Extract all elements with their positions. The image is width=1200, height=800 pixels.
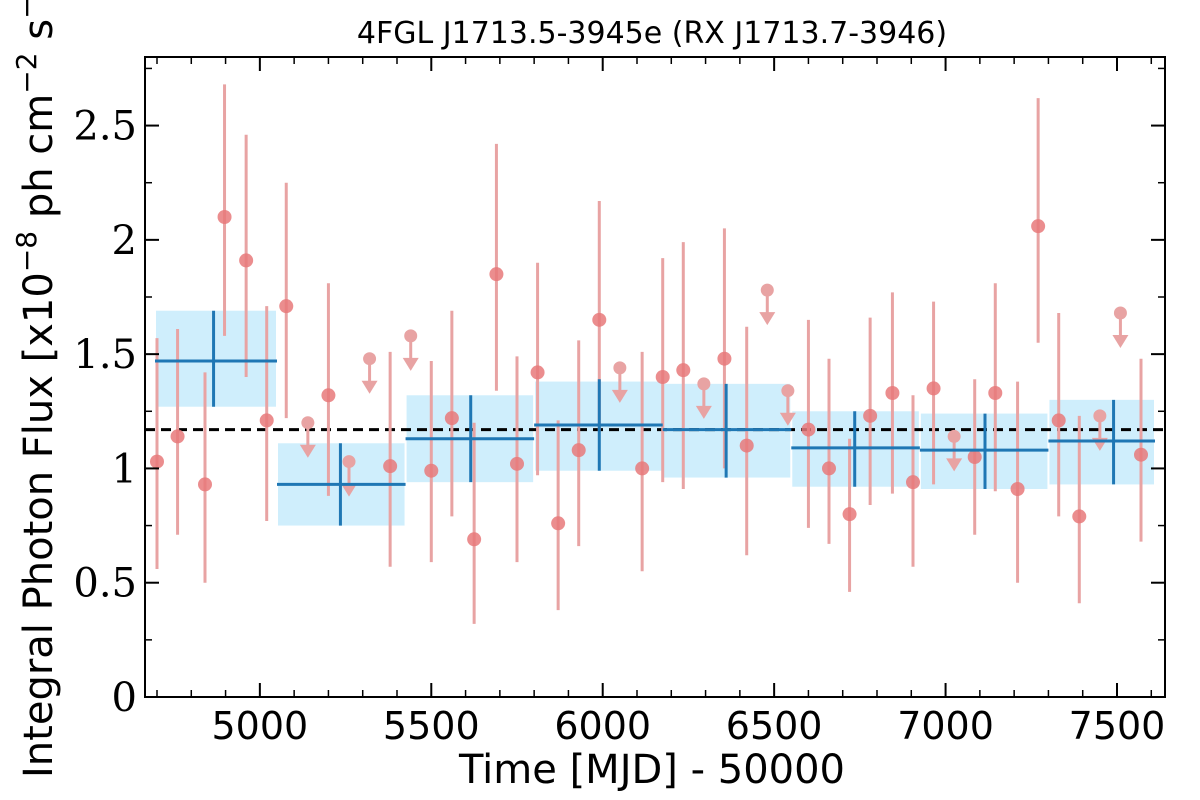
data-point bbox=[655, 370, 670, 384]
y-label-mid: ph cm bbox=[16, 94, 62, 231]
y-label-exp3: −1 bbox=[10, 0, 43, 19]
short-bin-points bbox=[150, 84, 1148, 624]
data-point bbox=[822, 461, 836, 476]
upper-limit-arrow bbox=[759, 312, 776, 326]
data-point bbox=[676, 363, 691, 378]
data-point bbox=[863, 408, 878, 423]
data-point bbox=[842, 507, 857, 522]
upper-limit-marker bbox=[363, 352, 377, 366]
x-tick-label: 5500 bbox=[383, 704, 480, 748]
x-axis-label: Time [MJD] - 50000 bbox=[458, 747, 845, 793]
data-point bbox=[571, 443, 586, 458]
data-point bbox=[551, 516, 566, 531]
x-tick-label: 7000 bbox=[897, 704, 994, 748]
tick-labels: 5000 5500 6000 6500 7000 7500 0 0.5 1 1.5 2 2.5 bbox=[73, 104, 1165, 748]
chart-title: 4FGL J1713.5-3945e (RX J1713.7-3946) bbox=[357, 16, 947, 51]
upper-limit-arrow bbox=[611, 389, 628, 403]
upper-limit-marker bbox=[342, 455, 356, 469]
data-point bbox=[635, 461, 650, 476]
data-point bbox=[1051, 413, 1066, 428]
data-point bbox=[217, 210, 232, 224]
plot-frame bbox=[144, 56, 1166, 698]
data-point bbox=[150, 454, 164, 469]
data-point bbox=[1134, 447, 1148, 462]
upper-limit-marker bbox=[301, 416, 315, 430]
data-point bbox=[885, 386, 900, 400]
data-point bbox=[510, 456, 524, 471]
data-point bbox=[467, 532, 482, 547]
data-point bbox=[592, 312, 607, 327]
upper-limit-marker bbox=[697, 377, 711, 391]
data-point bbox=[988, 386, 1003, 400]
data-point bbox=[279, 299, 294, 314]
y-tick-label: 0.5 bbox=[73, 561, 137, 607]
upper-limit-marker bbox=[1113, 306, 1127, 320]
upper-limit-arrow bbox=[341, 483, 357, 497]
data-point bbox=[739, 438, 754, 453]
x-tick-label: 6000 bbox=[554, 704, 651, 748]
upper-limit-marker bbox=[613, 361, 627, 375]
data-point bbox=[444, 411, 459, 426]
data-point bbox=[321, 388, 336, 403]
y-axis-label: Integral Photon Flux [x10−8 ph cm−2 s−1] bbox=[10, 0, 62, 778]
data-point bbox=[1010, 482, 1025, 496]
upper-limit-marker bbox=[947, 429, 961, 443]
upper-limit-arrow bbox=[1112, 335, 1129, 348]
upper-limit-arrow bbox=[946, 458, 963, 472]
data-point bbox=[259, 413, 274, 428]
data-point bbox=[1031, 219, 1046, 234]
data-point bbox=[170, 429, 185, 444]
data-point bbox=[383, 459, 398, 474]
data-point bbox=[967, 450, 982, 464]
data-point bbox=[926, 381, 941, 396]
data-point bbox=[717, 351, 732, 366]
y-tick-label: 0 bbox=[112, 675, 137, 721]
upper-limit-marker bbox=[404, 329, 418, 343]
upper-limit-marker bbox=[781, 384, 795, 398]
y-tick-label: 1.5 bbox=[73, 332, 137, 378]
y-label-exp1: −8 bbox=[10, 231, 43, 272]
long-bin-crosses bbox=[155, 310, 1155, 526]
y-label-mid2: s bbox=[16, 19, 62, 53]
x-tick-label: 6500 bbox=[726, 704, 823, 748]
upper-limit-marker bbox=[760, 283, 774, 297]
x-tick-label: 7500 bbox=[1069, 704, 1166, 748]
data-point bbox=[239, 253, 254, 268]
upper-limit-arrow bbox=[402, 357, 419, 371]
data-point bbox=[489, 267, 504, 282]
upper-limit-arrow bbox=[695, 405, 712, 419]
data-point bbox=[906, 475, 920, 490]
data-point bbox=[198, 477, 212, 492]
long-bin-band bbox=[156, 310, 276, 407]
y-tick-label: 2 bbox=[112, 218, 137, 264]
y-tick-label: 2.5 bbox=[73, 104, 137, 150]
y-label-exp2: −2 bbox=[10, 52, 43, 93]
axes bbox=[144, 56, 1166, 698]
data-point bbox=[530, 365, 545, 380]
y-tick-label: 1 bbox=[112, 446, 137, 492]
data-point bbox=[801, 422, 816, 437]
upper-limit-marker bbox=[1093, 409, 1107, 423]
upper-limit-arrow bbox=[361, 380, 378, 394]
data-point bbox=[424, 463, 439, 478]
x-tick-label: 5000 bbox=[211, 704, 308, 748]
y-label-main: Integral Photon Flux [x10 bbox=[16, 272, 62, 778]
upper-limit-arrow bbox=[299, 444, 316, 458]
upper-limit-arrow bbox=[779, 412, 796, 426]
data-point bbox=[1072, 509, 1087, 524]
